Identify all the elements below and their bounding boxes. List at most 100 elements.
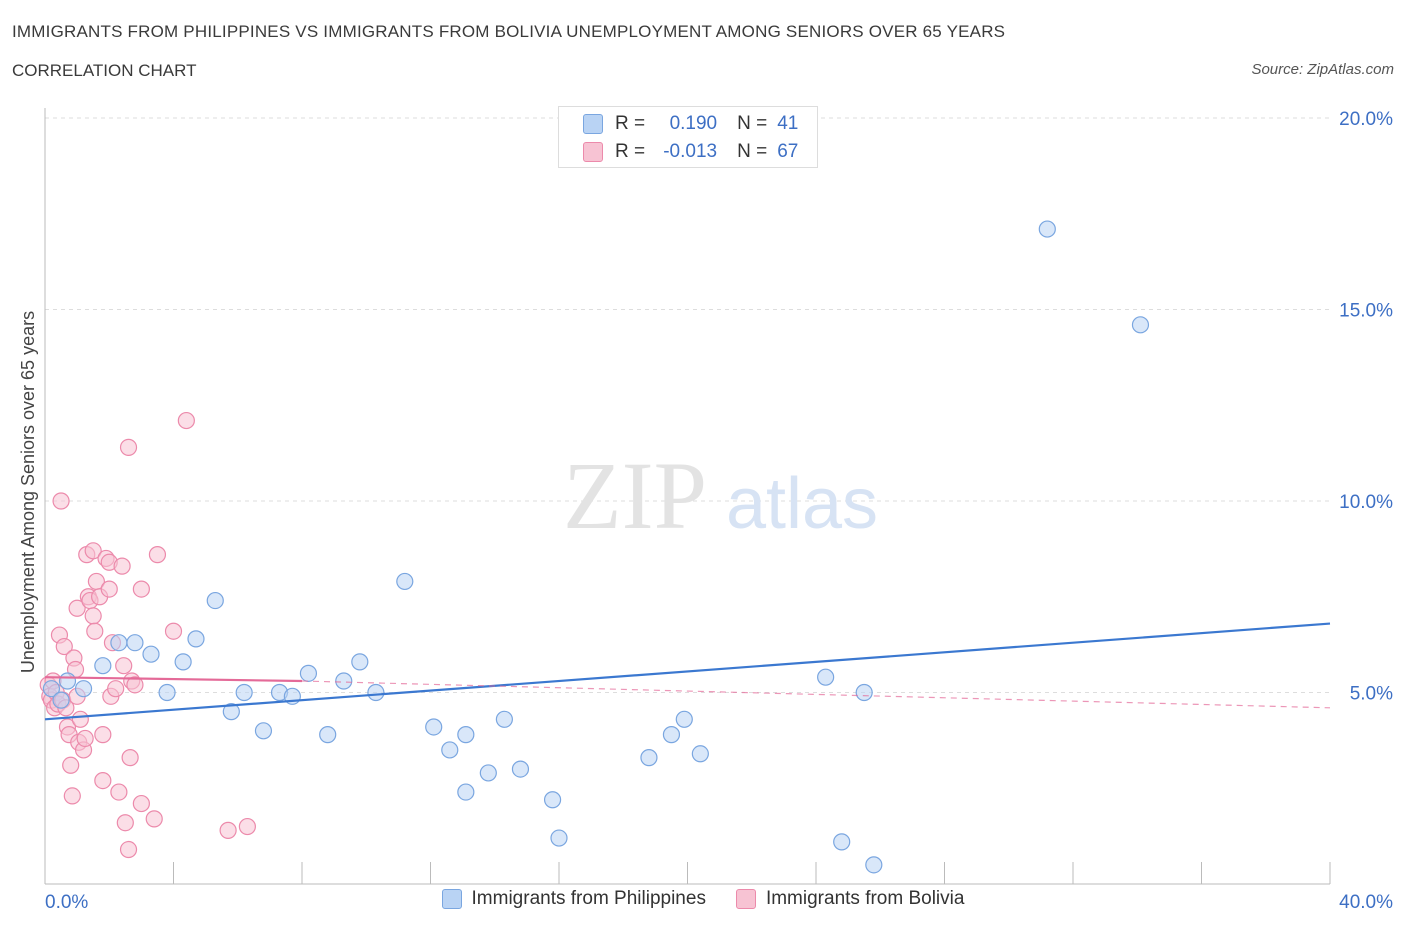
source-credit: Source: ZipAtlas.com (1251, 61, 1394, 78)
r-value: 0.190 (669, 113, 718, 134)
data-point-bolivia (119, 840, 138, 859)
bolivia-swatch (583, 142, 603, 162)
data-point-philippines (187, 630, 205, 648)
data-point-philippines (425, 718, 443, 736)
stats-legend: R = 0.190 N = 41 R = -0.013 N = 67 (558, 106, 818, 168)
data-point-bolivia (164, 622, 183, 640)
data-point-philippines (299, 664, 318, 682)
data-point-philippines (52, 691, 70, 709)
chart-subtitle: CORRELATION CHART (12, 61, 197, 80)
data-point-bolivia (63, 787, 81, 805)
data-point-philippines (817, 668, 835, 686)
x-tick-label: 40.0% (1339, 892, 1393, 913)
data-point-bolivia (121, 749, 139, 767)
data-point-philippines (1131, 316, 1150, 334)
series-bolivia-points (39, 411, 256, 859)
data-point-bolivia (148, 546, 167, 564)
data-point-bolivia (55, 637, 73, 656)
data-point-bolivia (76, 729, 94, 748)
data-point-bolivia (238, 817, 256, 836)
data-point-philippines (222, 703, 240, 721)
y-tick-label: 5.0% (1350, 684, 1393, 705)
data-point-bolivia (68, 599, 86, 617)
data-point-bolivia (71, 710, 89, 728)
data-point-bolivia (113, 557, 131, 575)
n-label: N = (737, 113, 768, 134)
data-point-philippines (691, 745, 709, 763)
bottom-legend: Immigrants from Philippines Immigrants f… (0, 888, 1406, 910)
data-point-bolivia (115, 657, 133, 675)
data-point-philippines (855, 683, 873, 702)
y-axis-label: Unemployment Among Seniors over 65 years (18, 311, 38, 673)
data-point-philippines (319, 726, 337, 744)
data-point-bolivia (132, 794, 150, 813)
data-point-philippines (1038, 220, 1056, 238)
legend-label: Immigrants from Bolivia (765, 888, 965, 909)
data-point-philippines (457, 783, 475, 801)
y-tick-label: 15.0% (1339, 301, 1393, 322)
data-point-bolivia (94, 726, 112, 744)
data-point-philippines (550, 829, 568, 847)
data-point-bolivia (132, 580, 150, 598)
legend-item-bolivia[interactable]: Immigrants from Bolivia (735, 888, 965, 910)
chart-title: IMMIGRANTS FROM PHILIPPINES VS IMMIGRANT… (12, 22, 1006, 41)
data-point-philippines (662, 726, 681, 744)
watermark-atlas: atlas (726, 464, 878, 544)
data-point-bolivia (100, 580, 118, 598)
r-value: -0.013 (663, 141, 718, 162)
x-tick-label: 0.0% (45, 892, 88, 913)
data-point-philippines (110, 634, 128, 652)
data-point-philippines (126, 634, 144, 652)
data-point-bolivia (107, 680, 125, 698)
data-point-bolivia (94, 771, 112, 790)
data-point-bolivia (52, 492, 70, 510)
data-point-bolivia (126, 676, 144, 694)
trend-lines (44, 622, 1331, 721)
data-point-bolivia (86, 622, 104, 640)
data-point-philippines (235, 683, 253, 702)
data-point-philippines (42, 680, 61, 698)
r-label: R = (615, 113, 646, 134)
data-point-philippines (441, 741, 459, 759)
bolivia-swatch (735, 889, 756, 909)
y-tick-label: 10.0% (1339, 492, 1393, 513)
n-label: N = (737, 141, 768, 162)
trend-line-bolivia-extension (301, 680, 1331, 709)
y-tick-label: 20.0% (1339, 109, 1393, 130)
data-point-bolivia (84, 542, 102, 560)
philippines-swatch (441, 889, 462, 909)
data-point-philippines (206, 591, 224, 610)
data-point-bolivia (145, 810, 163, 828)
data-point-philippines (367, 683, 385, 702)
data-point-bolivia (62, 756, 80, 774)
data-point-bolivia (116, 814, 134, 832)
stats-row-philippines: R = 0.190 N = 41 (583, 110, 798, 138)
data-point-philippines (865, 856, 883, 874)
data-point-philippines (457, 726, 475, 744)
trend-line-bolivia (44, 676, 303, 683)
trend-line-philippines (44, 622, 1331, 721)
data-point-philippines (479, 764, 497, 782)
data-point-bolivia (110, 783, 128, 801)
data-point-philippines (351, 653, 369, 671)
axes (44, 108, 1331, 885)
data-point-bolivia (84, 607, 102, 625)
watermark-zip: ZIP (563, 442, 707, 549)
data-point-philippines (543, 791, 562, 809)
data-point-philippines (335, 672, 353, 690)
data-point-philippines (142, 645, 160, 663)
n-value: 41 (777, 113, 799, 134)
r-label: R = (615, 141, 646, 162)
n-value: 67 (777, 141, 799, 162)
tick-labels: 5.0% 10.0% 15.0% 20.0% 0.0% 40.0% (45, 109, 1393, 913)
data-point-philippines (495, 710, 513, 728)
data-point-bolivia (177, 411, 195, 430)
philippines-swatch (583, 114, 603, 134)
data-point-philippines (675, 710, 693, 728)
data-point-philippines (58, 672, 77, 690)
data-point-philippines (640, 749, 658, 767)
legend-label: Immigrants from Philippines (471, 888, 706, 909)
legend-item-philippines[interactable]: Immigrants from Philippines (441, 888, 706, 910)
data-point-bolivia (119, 438, 138, 456)
